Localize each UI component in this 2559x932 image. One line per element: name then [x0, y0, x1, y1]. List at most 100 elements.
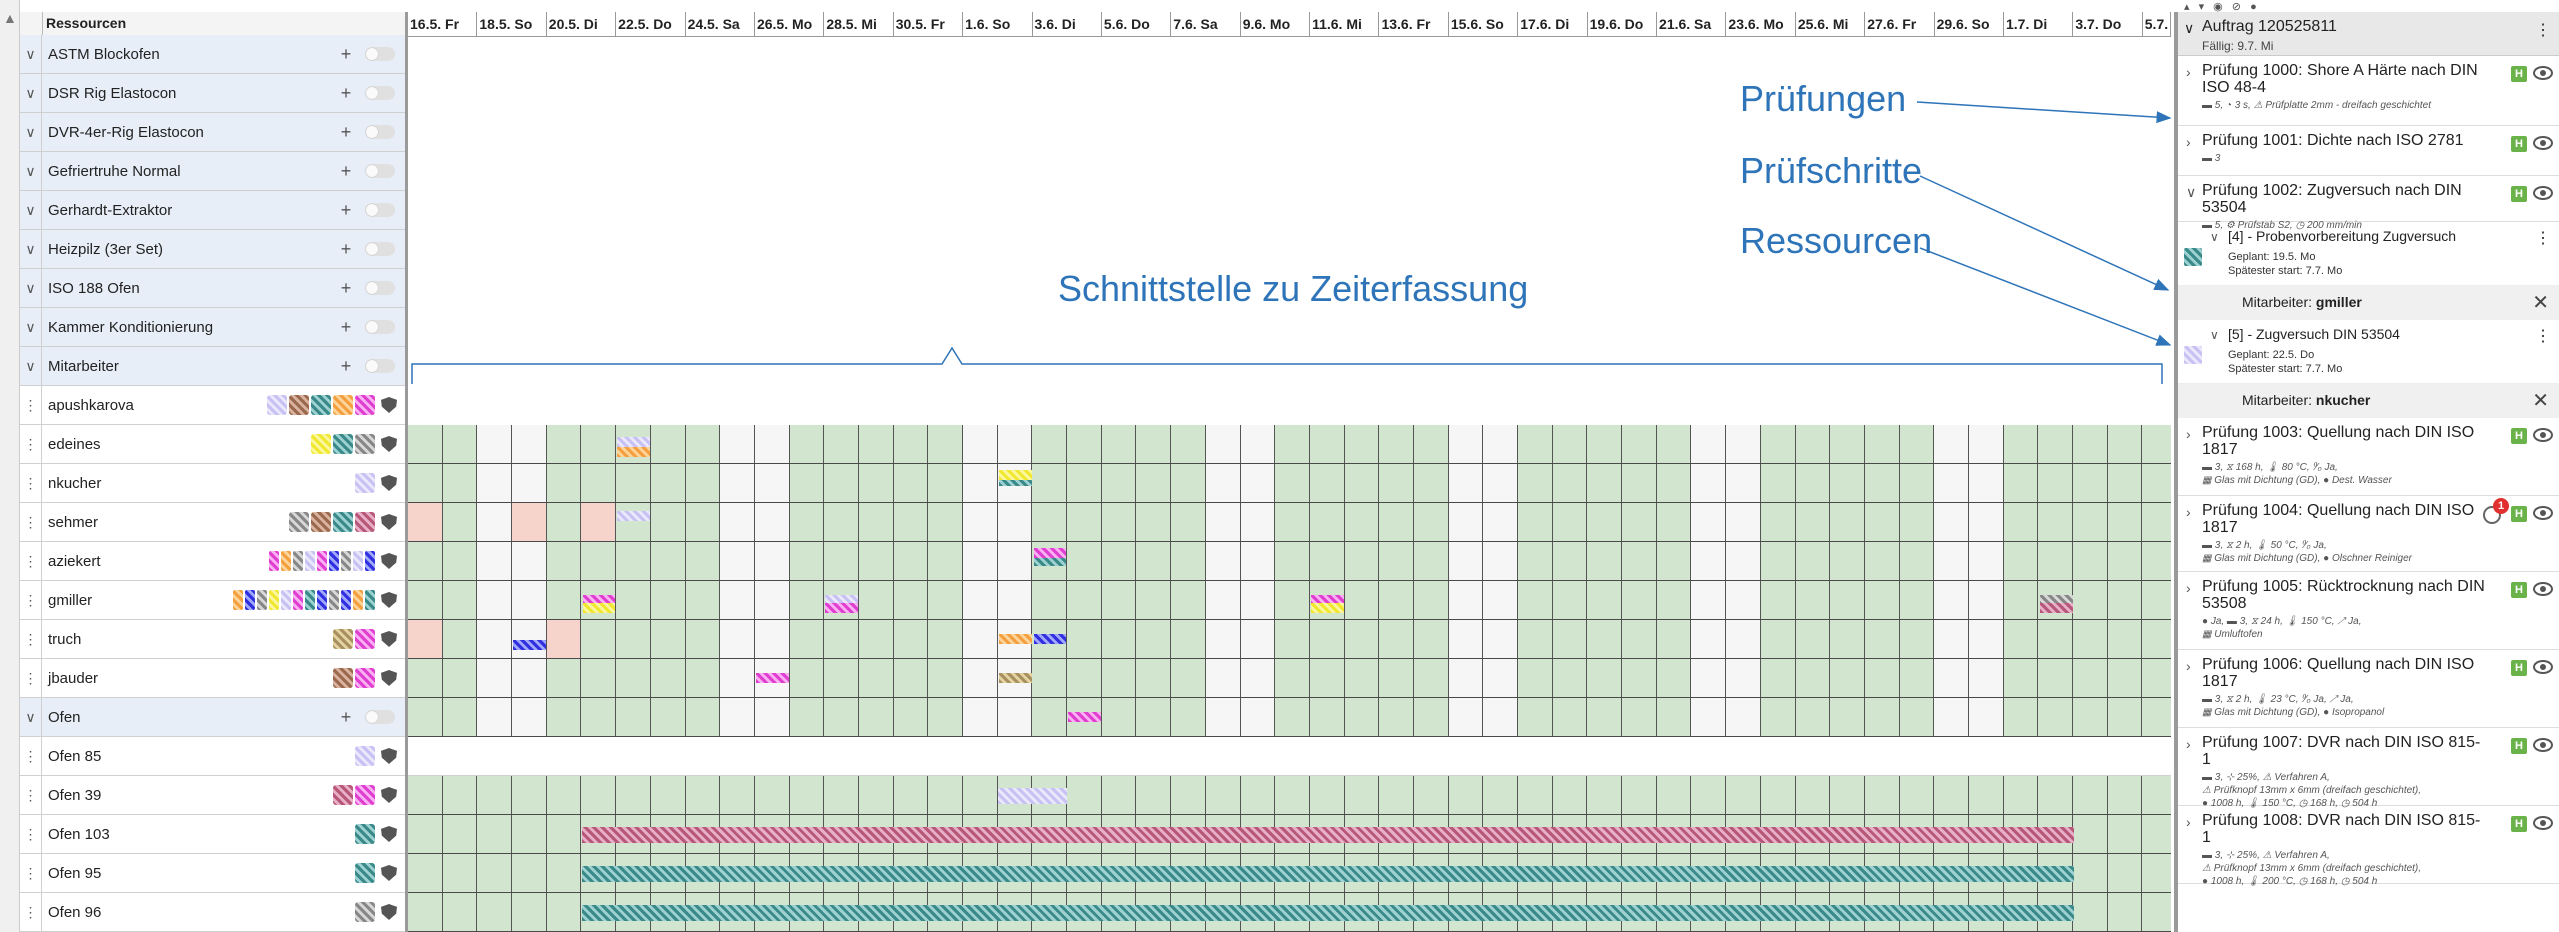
day-cell[interactable] [1309, 425, 1345, 463]
day-cell[interactable] [1448, 503, 1484, 541]
day-cell[interactable] [1483, 698, 1518, 736]
day-cell[interactable] [1726, 464, 1761, 502]
day-cell[interactable] [1136, 620, 1172, 658]
day-cell[interactable] [1309, 464, 1345, 502]
day-cell[interactable] [1101, 698, 1137, 736]
add-icon[interactable]: + [340, 355, 352, 376]
day-cell[interactable] [1587, 503, 1623, 541]
day-cell[interactable] [2142, 893, 2171, 931]
day-cell[interactable] [1240, 425, 1276, 463]
drag-handle-icon[interactable]: ⋮ [20, 503, 42, 541]
day-cell[interactable] [477, 854, 513, 892]
add-icon[interactable]: + [340, 82, 352, 103]
step-assignment[interactable]: Mitarbeiter: gmiller ✕ [2178, 286, 2559, 320]
day-cell[interactable] [581, 425, 617, 463]
day-cell[interactable] [408, 893, 443, 931]
day-cell[interactable] [1309, 659, 1345, 697]
day-cell[interactable] [1275, 425, 1310, 463]
day-cell[interactable] [1101, 620, 1137, 658]
chevron-down-icon[interactable]: ∨ [2210, 328, 2219, 342]
resource-chip[interactable] [281, 590, 291, 610]
day-cell[interactable] [616, 503, 651, 541]
day-cell[interactable] [858, 659, 894, 697]
day-cell[interactable] [1587, 581, 1623, 619]
day-cell[interactable] [2073, 464, 2108, 502]
day-cell[interactable] [1240, 659, 1276, 697]
day-cell[interactable] [408, 581, 443, 619]
day-cell[interactable] [824, 503, 859, 541]
shield-icon[interactable] [381, 475, 397, 491]
day-cell[interactable] [2073, 854, 2108, 892]
booking-block[interactable] [756, 673, 789, 683]
resource-chip[interactable] [329, 590, 339, 610]
left-scroll-strip[interactable]: ▲ [0, 0, 20, 932]
day-cell[interactable] [1379, 581, 1414, 619]
day-cell[interactable] [1726, 425, 1761, 463]
drag-handle-icon[interactable]: ⋮ [20, 425, 42, 463]
day-cell[interactable] [1171, 581, 1206, 619]
resource-row[interactable]: ⋮ apushkarova [20, 386, 405, 425]
day-cell[interactable] [893, 698, 929, 736]
day-cell[interactable] [1656, 659, 1692, 697]
resource-chip[interactable] [355, 785, 375, 805]
day-cell[interactable] [1968, 620, 2004, 658]
order-header[interactable]: ∨ Auftrag 120525811 Fällig: 9.7. Mi ⋮ [2178, 12, 2559, 56]
day-cell[interactable] [512, 425, 547, 463]
day-cell[interactable] [512, 620, 547, 658]
day-cell[interactable] [1795, 659, 1831, 697]
day-cell[interactable] [1344, 425, 1380, 463]
day-cell[interactable] [512, 581, 547, 619]
day-cell[interactable] [858, 581, 894, 619]
day-cell[interactable] [858, 503, 894, 541]
day-cell[interactable] [581, 503, 617, 541]
day-cell[interactable] [997, 425, 1033, 463]
oven-booking-bar[interactable] [581, 866, 2074, 882]
day-cell[interactable] [1691, 698, 1727, 736]
day-cell[interactable] [1726, 581, 1761, 619]
day-cell[interactable] [2142, 542, 2171, 580]
day-cell[interactable] [1864, 776, 1900, 814]
day-cell[interactable] [893, 425, 929, 463]
test-item[interactable]: › Prüfung 1008: DVR nach DIN ISO 815-1 ▬ 3… [2178, 806, 2559, 887]
resource-chip[interactable] [329, 551, 339, 571]
eye-icon[interactable] [2533, 816, 2553, 830]
booking-block[interactable] [2039, 595, 2073, 605]
toolbar-icons[interactable]: ▴ ▾ ◉ ⊘ ● [2184, 1, 2260, 13]
day-cell[interactable] [650, 698, 686, 736]
day-cell[interactable] [1726, 542, 1761, 580]
resource-chip[interactable] [355, 824, 375, 844]
day-cell[interactable] [685, 620, 721, 658]
booking-block[interactable] [998, 673, 1032, 683]
day-cell[interactable] [1691, 581, 1727, 619]
day-cell[interactable] [1622, 464, 1657, 502]
day-cell[interactable] [997, 542, 1033, 580]
resource-group-row[interactable]: ∨ DVR-4er-Rig Elastocon + [20, 113, 405, 152]
day-cell[interactable] [893, 581, 929, 619]
day-cell[interactable] [1552, 698, 1588, 736]
day-cell[interactable] [1275, 581, 1310, 619]
resource-chip[interactable] [341, 551, 351, 571]
day-cell[interactable] [1136, 659, 1172, 697]
day-cell[interactable] [720, 620, 755, 658]
day-cell[interactable] [408, 542, 443, 580]
day-cell[interactable] [1899, 503, 1935, 541]
day-cell[interactable] [2003, 542, 2039, 580]
day-cell[interactable] [1205, 464, 1241, 502]
resource-group-row[interactable]: ∨ DSR Rig Elastocon + [20, 74, 405, 113]
day-cell[interactable] [2038, 503, 2073, 541]
resource-chip[interactable] [355, 629, 375, 649]
day-cell[interactable] [928, 776, 963, 814]
day-cell[interactable] [893, 776, 929, 814]
resource-chip[interactable] [353, 551, 363, 571]
day-cell[interactable] [1552, 503, 1588, 541]
day-cell[interactable] [1899, 425, 1935, 463]
day-cell[interactable] [1101, 542, 1137, 580]
drag-handle-icon[interactable]: ⋮ [20, 659, 42, 697]
day-cell[interactable] [1067, 581, 1102, 619]
day-cell[interactable] [1726, 659, 1761, 697]
resource-chip[interactable] [333, 434, 353, 454]
day-cell[interactable] [1795, 620, 1831, 658]
day-cell[interactable] [1726, 776, 1761, 814]
day-cell[interactable] [512, 854, 547, 892]
day-cell[interactable] [2003, 464, 2039, 502]
